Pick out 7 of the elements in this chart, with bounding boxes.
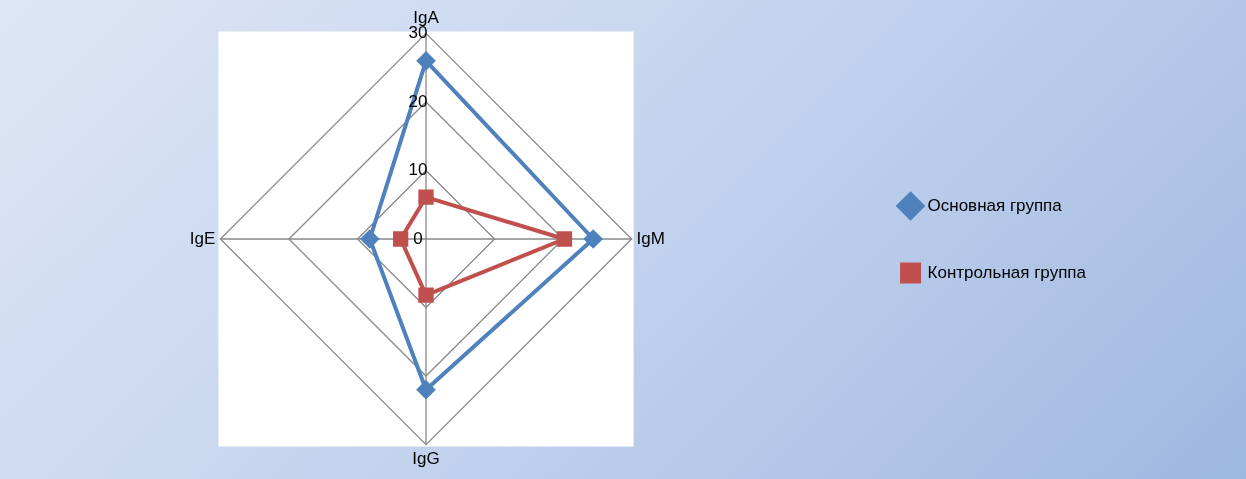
legend-label: Контрольная группа (927, 262, 1087, 282)
y-tick-label: 10 (408, 160, 428, 180)
spoke-label: IgG (412, 449, 440, 469)
spoke-label: IgE (189, 228, 216, 248)
spoke-label: IgM (636, 228, 665, 248)
y-tick-label: 0 (413, 228, 423, 248)
legend-label: Основная группа (927, 195, 1063, 215)
